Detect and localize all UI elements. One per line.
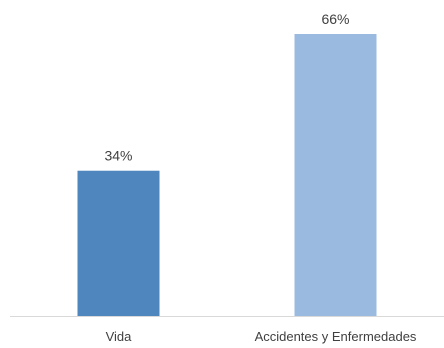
bars-group — [77, 34, 377, 316]
bar-1 — [294, 34, 377, 316]
bar-0 — [77, 170, 160, 316]
data-labels-group: 34% 66% — [104, 11, 349, 164]
data-label-1: 66% — [321, 11, 349, 27]
x-tick-label-1: Accidentes y Enfermedades — [255, 329, 417, 344]
x-tick-label-0: Vida — [106, 329, 133, 344]
x-tick-labels-group: Vida Accidentes y Enfermedades — [106, 329, 417, 344]
data-label-0: 34% — [104, 148, 132, 164]
